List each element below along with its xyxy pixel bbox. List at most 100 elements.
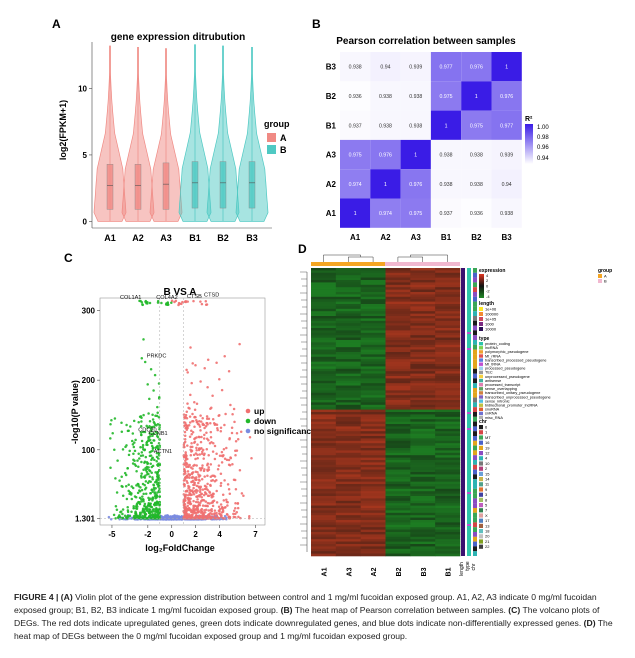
volcano-point — [207, 466, 210, 469]
volcano-point — [115, 491, 119, 494]
deg-heatmap-cell — [311, 275, 337, 278]
type-legend-swatch — [479, 403, 483, 407]
volcano-point — [149, 497, 152, 500]
type-legend-swatch — [479, 358, 483, 362]
violin-box — [134, 164, 142, 210]
deg-heatmap-cell — [311, 498, 337, 502]
deg-heatmap-cell — [410, 280, 436, 283]
deg-heatmap-cell — [360, 376, 386, 379]
volcano-point — [160, 301, 163, 305]
deg-heatmap-cell — [385, 539, 411, 542]
correlation-value: 0.938 — [500, 211, 513, 217]
volcano-point — [158, 487, 161, 490]
chr-legend-swatch — [479, 435, 483, 440]
volcano-ylabel: -log10(P value) — [70, 380, 80, 444]
volcano-point — [154, 517, 158, 520]
volcano-point — [147, 412, 150, 415]
deg-heatmap-cell — [311, 481, 337, 485]
deg-heatmap-cell — [435, 368, 461, 372]
volcano-point — [124, 485, 128, 488]
violin-x-tick-label: A1 — [104, 233, 116, 243]
chr-legend-label: 16 — [485, 440, 490, 445]
deg-heatmap-cell — [311, 287, 337, 290]
correlation-cells: 0.938 0.94 0.939 0.977 0.976 10.936 0.938 0.938… — [340, 52, 522, 228]
deg-heatmap-cell — [385, 462, 411, 466]
deg-heatmap-cell — [360, 481, 386, 485]
deg-heatmap-cell — [311, 486, 337, 490]
deg-heatmap-cell — [385, 349, 411, 353]
volcano-point — [213, 517, 217, 520]
correlation-y-label: B3 — [326, 63, 337, 72]
deg-heatmap-cell — [385, 424, 411, 427]
chr-annotation-segment — [473, 306, 477, 312]
deg-heatmap-cell — [335, 378, 361, 382]
deg-heatmap-cell — [435, 474, 461, 478]
volcano-point — [136, 459, 139, 462]
volcano-legend-up: up — [254, 406, 264, 416]
chr-legend-swatch — [479, 492, 483, 497]
volcano-point — [141, 495, 144, 498]
deg-heatmap-cell — [410, 316, 436, 319]
volcano-point — [236, 438, 240, 441]
volcano-point — [182, 413, 186, 416]
chr-legend-label: 3 — [485, 492, 488, 497]
deg-heatmap-cell — [335, 452, 361, 456]
volcano-point — [186, 504, 189, 508]
figure-caption: FIGURE 4 | (A) Violin plot of the gene e… — [14, 592, 613, 641]
volcano-point — [217, 509, 221, 513]
volcano-point — [139, 516, 142, 519]
deg-heatmap-cell — [311, 294, 337, 298]
correlation-cell — [400, 169, 431, 199]
deg-heatmap-cell — [311, 500, 337, 504]
volcano-point — [192, 499, 195, 503]
volcano-point — [222, 448, 226, 451]
volcano-point — [140, 488, 144, 492]
chr-annotation-segment — [473, 407, 477, 412]
volcano-point — [141, 497, 145, 501]
deg-heatmap-cell — [410, 318, 436, 322]
deg-heatmap-cell — [410, 390, 436, 394]
chr-annotation-segment — [473, 340, 477, 345]
volcano-y-tick-label: 1.301 — [75, 515, 96, 524]
length-legend-swatch — [479, 322, 483, 326]
deg-heatmap-cell — [311, 527, 337, 530]
deg-heatmap-cell — [360, 416, 386, 420]
panel-c-letter: C — [64, 251, 73, 265]
deg-heatmap-cell — [385, 388, 411, 391]
deg-heatmap-cell — [385, 294, 411, 298]
deg-heatmap-cell — [311, 356, 337, 360]
volcano-point — [234, 506, 237, 510]
volcano-point — [124, 445, 127, 449]
panel-a-letter: A — [52, 17, 61, 31]
deg-heatmap-cell — [311, 548, 337, 552]
heatmap-dendrograms — [300, 254, 448, 552]
deg-heatmap-cell — [360, 397, 386, 401]
volcano-point — [190, 441, 193, 445]
deg-heatmap-cell — [311, 320, 337, 324]
volcano-point — [195, 448, 198, 452]
volcano-point — [147, 502, 150, 505]
deg-heatmap-cell — [311, 364, 337, 367]
correlation-value: 0.975 — [440, 94, 453, 100]
volcano-point — [197, 503, 201, 506]
deg-heatmap-cell — [410, 292, 436, 295]
type-legend-label: Mt_rRNA — [485, 354, 501, 358]
volcano-point — [234, 515, 237, 519]
deg-heatmap-cell — [385, 366, 411, 370]
deg-heatmap-cell — [410, 546, 436, 550]
volcano-point — [206, 386, 209, 389]
deg-heatmap-cell — [335, 270, 361, 274]
expression-legend-title: expression — [479, 268, 505, 274]
volcano-point — [132, 506, 135, 510]
type-legend-swatch — [479, 374, 483, 379]
volcano-point — [222, 499, 226, 502]
deg-heatmap-cell — [335, 371, 361, 374]
volcano-point — [238, 468, 242, 472]
deg-heatmap-cell — [311, 443, 337, 446]
volcano-point — [150, 488, 153, 492]
deg-legend: expression 420-2-4 length 1e+061000001e+… — [479, 268, 612, 549]
volcano-point — [128, 449, 131, 453]
chr-annotation-segment — [473, 546, 477, 552]
deg-heatmap-cell — [410, 527, 436, 530]
volcano-point — [206, 463, 209, 467]
